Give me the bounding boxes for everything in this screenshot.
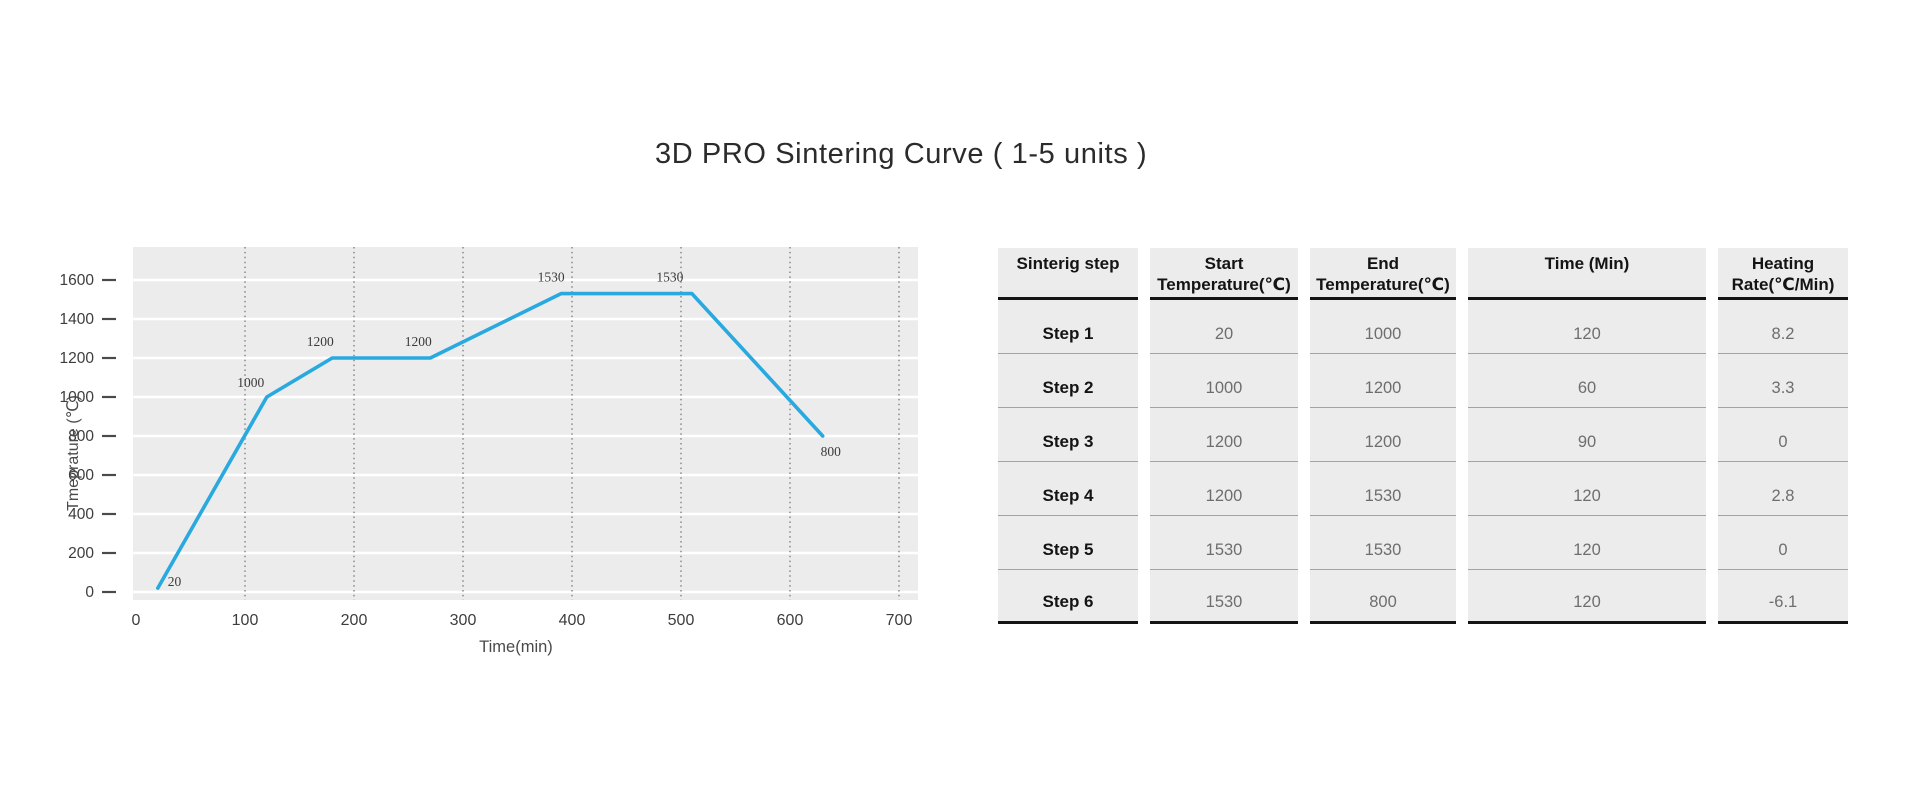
y-tick-label: 800 (68, 428, 94, 445)
cell-start-temperature-row-5: 1530 (1150, 516, 1298, 570)
table-column-end-temperature: End Temperature(℃) 1000 1200 1200 1530 1530 800 (1310, 248, 1456, 624)
cell-time-min-row-5: 120 (1468, 516, 1706, 570)
x-tick-label: 500 (668, 612, 695, 629)
cell-heating-rate-row-4: 2.8 (1718, 462, 1848, 516)
y-tick-label: 200 (68, 545, 94, 562)
header-line: Temperature(℃) (1157, 275, 1291, 294)
cell-start-temperature-row-3: 1200 (1150, 408, 1298, 462)
cell-heating-rate-row-3: 0 (1718, 408, 1848, 462)
table-column-heating-rate: Heating Rate(℃/Min) 8.2 3.3 0 2.8 0 -6.1 (1718, 248, 1848, 624)
cell-sintering-step-row-3: Step 3 (998, 408, 1138, 462)
plot-area (133, 247, 918, 600)
header-line: End (1366, 254, 1400, 273)
point-label: 20 (168, 574, 182, 589)
cell-time-min-row-4: 120 (1468, 462, 1706, 516)
cell-sintering-step-row-6: Step 6 (998, 570, 1138, 624)
header-line: Temperature(℃) (1316, 275, 1450, 294)
cell-heating-rate-row-5: 0 (1718, 516, 1848, 570)
sintering-curve-chart: 0 200 400 600 800 1000 1200 1400 1600 0 100 200 300 4… (60, 195, 955, 665)
x-tick-label: 600 (777, 612, 804, 629)
x-tick-label: 0 (132, 612, 141, 629)
point-label: 1200 (307, 334, 334, 349)
cell-sintering-step-row-1: Step 1 (998, 300, 1138, 354)
cell-start-temperature-row-4: 1200 (1150, 462, 1298, 516)
cell-end-temperature-row-1: 1000 (1310, 300, 1456, 354)
column-header-start-temperature: Start Temperature(℃) (1150, 248, 1298, 300)
point-label: 1530 (538, 270, 565, 285)
cell-end-temperature-row-5: 1530 (1310, 516, 1456, 570)
x-tick-label: 300 (450, 612, 477, 629)
point-label: 1000 (237, 375, 264, 390)
x-tick-label: 400 (559, 612, 586, 629)
cell-sintering-step-row-5: Step 5 (998, 516, 1138, 570)
cell-heating-rate-row-1: 8.2 (1718, 300, 1848, 354)
header-line: Start (1204, 254, 1244, 273)
column-header-end-temperature: End Temperature(℃) (1310, 248, 1456, 300)
header-line: Sinterig step (1016, 254, 1120, 273)
point-label: 1530 (656, 270, 683, 285)
x-tick-label: 100 (232, 612, 259, 629)
cell-time-min-row-2: 60 (1468, 354, 1706, 408)
column-header-sintering-step: Sinterig step (998, 248, 1138, 300)
cell-end-temperature-row-2: 1200 (1310, 354, 1456, 408)
sintering-steps-table: Sinterig step Step 1 Step 2 Step 3 Step 4 Ste… (998, 248, 1850, 624)
x-axis-title: Time(min) (479, 638, 553, 656)
header-line: Heating (1751, 254, 1815, 273)
column-header-heating-rate: Heating Rate(℃/Min) (1718, 248, 1848, 300)
header-line: Time (Min) (1544, 254, 1630, 273)
cell-time-min-row-6: 120 (1468, 570, 1706, 624)
table-column-start-temperature: Start Temperature(℃) 20 1000 1200 1200 1530 153… (1150, 248, 1298, 624)
x-tick-label: 700 (886, 612, 913, 629)
cell-time-min-row-3: 90 (1468, 408, 1706, 462)
cell-start-temperature-row-1: 20 (1150, 300, 1298, 354)
y-axis-title: Tmeprature (℃) (65, 395, 82, 511)
cell-start-temperature-row-6: 1530 (1150, 570, 1298, 624)
y-tick-label: 1600 (60, 272, 94, 289)
y-tick-label: 1400 (60, 311, 94, 328)
y-tick-label: 400 (68, 506, 94, 523)
cell-heating-rate-row-6: -6.1 (1718, 570, 1848, 624)
line-chart-svg: 0 200 400 600 800 1000 1200 1400 1600 0 100 200 300 4… (60, 247, 918, 656)
y-tick-label: 1000 (60, 389, 94, 406)
cell-heating-rate-row-2: 3.3 (1718, 354, 1848, 408)
page-title: 3D PRO Sintering Curve ( 1-5 units ) (655, 138, 1148, 170)
table-column-sintering-step: Sinterig step Step 1 Step 2 Step 3 Step 4 Ste… (998, 248, 1138, 624)
cell-start-temperature-row-2: 1000 (1150, 354, 1298, 408)
cell-time-min-row-1: 120 (1468, 300, 1706, 354)
table-column-time-min: Time (Min) 120 60 90 120 120 120 (1468, 248, 1706, 624)
cell-sintering-step-row-2: Step 2 (998, 354, 1138, 408)
cell-sintering-step-row-4: Step 4 (998, 462, 1138, 516)
y-tick-label: 1200 (60, 350, 94, 367)
temperature-curve (156, 291, 825, 590)
y-tick-label: 600 (68, 467, 94, 484)
y-tick-label: 0 (85, 584, 94, 601)
cell-end-temperature-row-3: 1200 (1310, 408, 1456, 462)
header-line: Rate(℃/Min) (1731, 275, 1835, 294)
cell-end-temperature-row-4: 1530 (1310, 462, 1456, 516)
x-tick-label: 200 (341, 612, 368, 629)
point-label: 800 (821, 444, 842, 459)
point-label: 1200 (405, 334, 432, 349)
cell-end-temperature-row-6: 800 (1310, 570, 1456, 624)
column-header-time-min: Time (Min) (1468, 248, 1706, 300)
